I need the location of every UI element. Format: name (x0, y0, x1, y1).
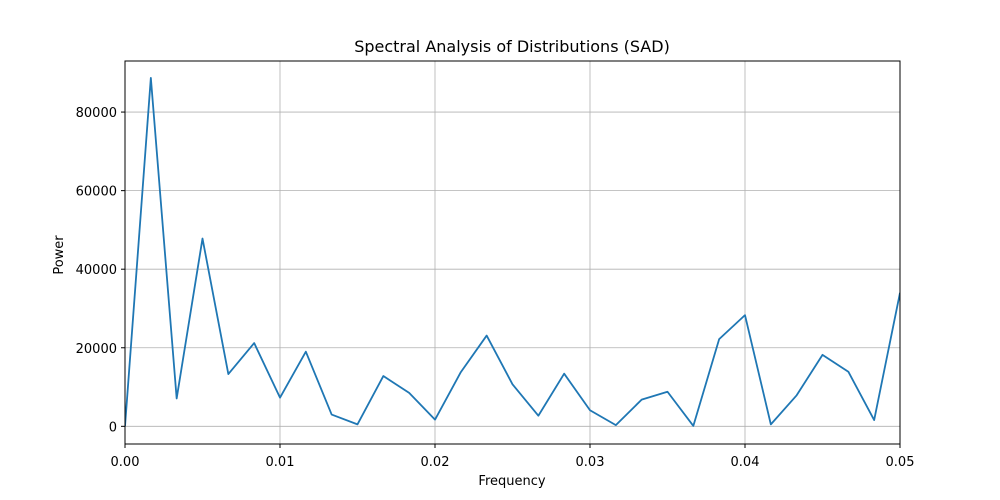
axes-frame (124, 60, 901, 445)
x-tick-label: 0.05 (886, 455, 915, 470)
plot-area (125, 61, 900, 444)
x-tick-label: 0.04 (731, 455, 760, 470)
y-tick-label: 40000 (76, 263, 117, 278)
y-tick-label: 60000 (76, 185, 117, 200)
y-tick-label: 80000 (76, 106, 117, 121)
x-tick-label: 0.00 (111, 455, 140, 470)
series-line (125, 76, 900, 427)
ticks: 0.00 0.01 0.02 0.03 0.04 0.05 0 20000 40000 60000… (76, 106, 915, 470)
y-tick-label: 20000 (76, 342, 117, 357)
y-axis-label: Power (52, 235, 67, 275)
axes (124, 60, 901, 445)
y-tick-label: 0 (109, 420, 117, 435)
x-axis-label: Frequency (478, 474, 545, 489)
x-tick-label: 0.01 (266, 455, 295, 470)
x-tick-label: 0.02 (421, 455, 450, 470)
chart-title: Spectral Analysis of Distributions (SAD) (354, 37, 670, 56)
series-layer (125, 76, 900, 427)
grid (124, 61, 901, 444)
x-tick-label: 0.03 (576, 455, 605, 470)
